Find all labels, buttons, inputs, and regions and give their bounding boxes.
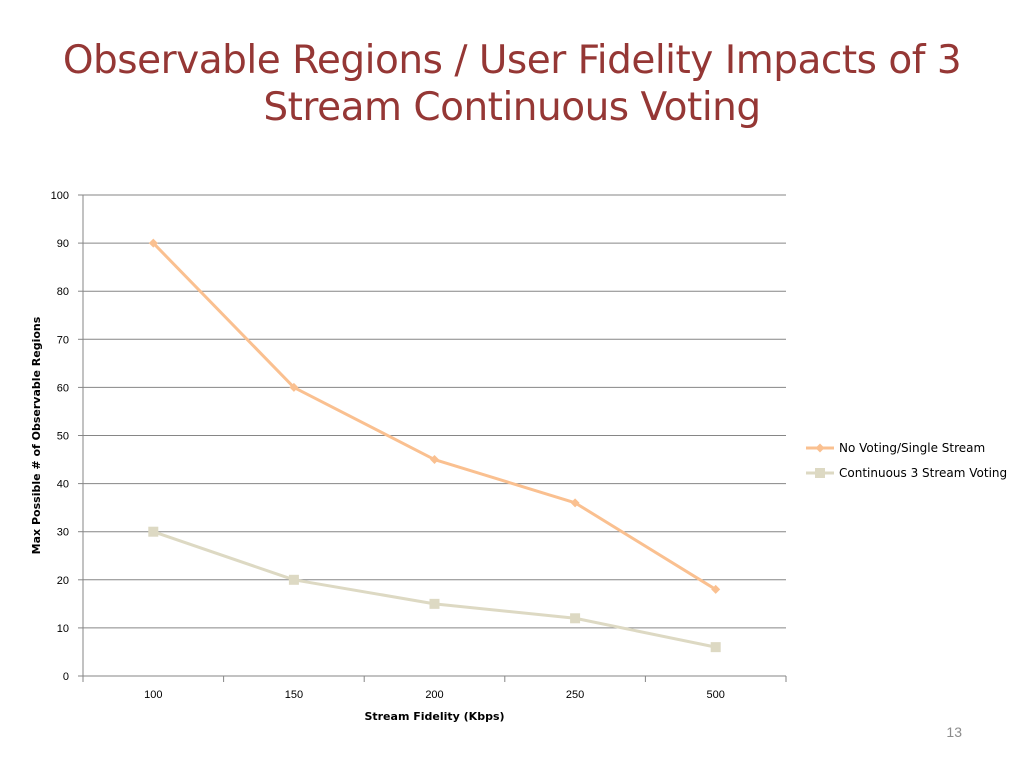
- data-point: [148, 238, 158, 248]
- data-point: [429, 598, 440, 609]
- x-tick-label: 150: [285, 689, 303, 701]
- series-2: [148, 526, 721, 653]
- x-tick-label: 500: [707, 689, 725, 701]
- x-tick-label: 200: [425, 689, 443, 701]
- axes: [78, 194, 787, 682]
- legend-swatch-marker: [815, 468, 825, 478]
- data-point: [289, 382, 299, 392]
- y-tick-label: 80: [57, 286, 69, 298]
- series-line: [151, 241, 718, 591]
- legend-label: Continuous 3 Stream Voting: [839, 466, 1007, 480]
- y-tick-label: 50: [57, 431, 69, 443]
- slide-title-line-2: Stream Continuous Voting: [263, 84, 761, 130]
- y-tick-label: 90: [57, 238, 69, 250]
- y-tick-label: 20: [57, 575, 69, 587]
- y-tick-label: 0: [63, 671, 69, 683]
- y-tick-label: 40: [57, 479, 69, 491]
- legend-entry: No Voting/Single Stream: [806, 441, 985, 455]
- x-tick-labels: 100 150 200 250 500: [144, 689, 725, 701]
- slide-number: 13: [946, 724, 962, 740]
- data-point: [570, 498, 580, 508]
- y-axis-title: Max Possible # of Observable Regions: [30, 316, 43, 554]
- y-tick-labels: 0 10 20 30 40 50 60 70 80 90 100: [51, 190, 69, 683]
- data-point: [430, 455, 439, 465]
- y-tick-label: 10: [57, 623, 69, 635]
- data-point: [710, 642, 721, 653]
- slide-title-line-1: Observable Regions / User Fidelity Impac…: [62, 38, 962, 83]
- x-tick-label: 250: [566, 689, 584, 701]
- series-1: [148, 238, 721, 594]
- series-line: [151, 530, 718, 649]
- legend-label: No Voting/Single Stream: [839, 441, 985, 455]
- y-tick-label: 100: [51, 190, 69, 202]
- series: [148, 238, 721, 653]
- x-tick-label: 100: [144, 689, 162, 701]
- y-tick-label: 60: [57, 382, 69, 394]
- legend: No Voting/Single Stream Continuous 3 Stre…: [806, 441, 1007, 480]
- slide-title: Observable Regions / User Fidelity Impac…: [40, 38, 984, 132]
- data-point: [288, 574, 299, 585]
- gridlines: [83, 194, 786, 629]
- legend-entry: Continuous 3 Stream Voting: [806, 466, 1007, 480]
- x-axis-title: Stream Fidelity (Kbps): [364, 710, 504, 723]
- y-tick-label: 30: [57, 527, 69, 539]
- legend-swatch-marker: [815, 443, 825, 453]
- data-point: [570, 613, 581, 624]
- data-point: [148, 526, 159, 537]
- data-point: [711, 584, 721, 594]
- y-tick-label: 70: [57, 334, 69, 346]
